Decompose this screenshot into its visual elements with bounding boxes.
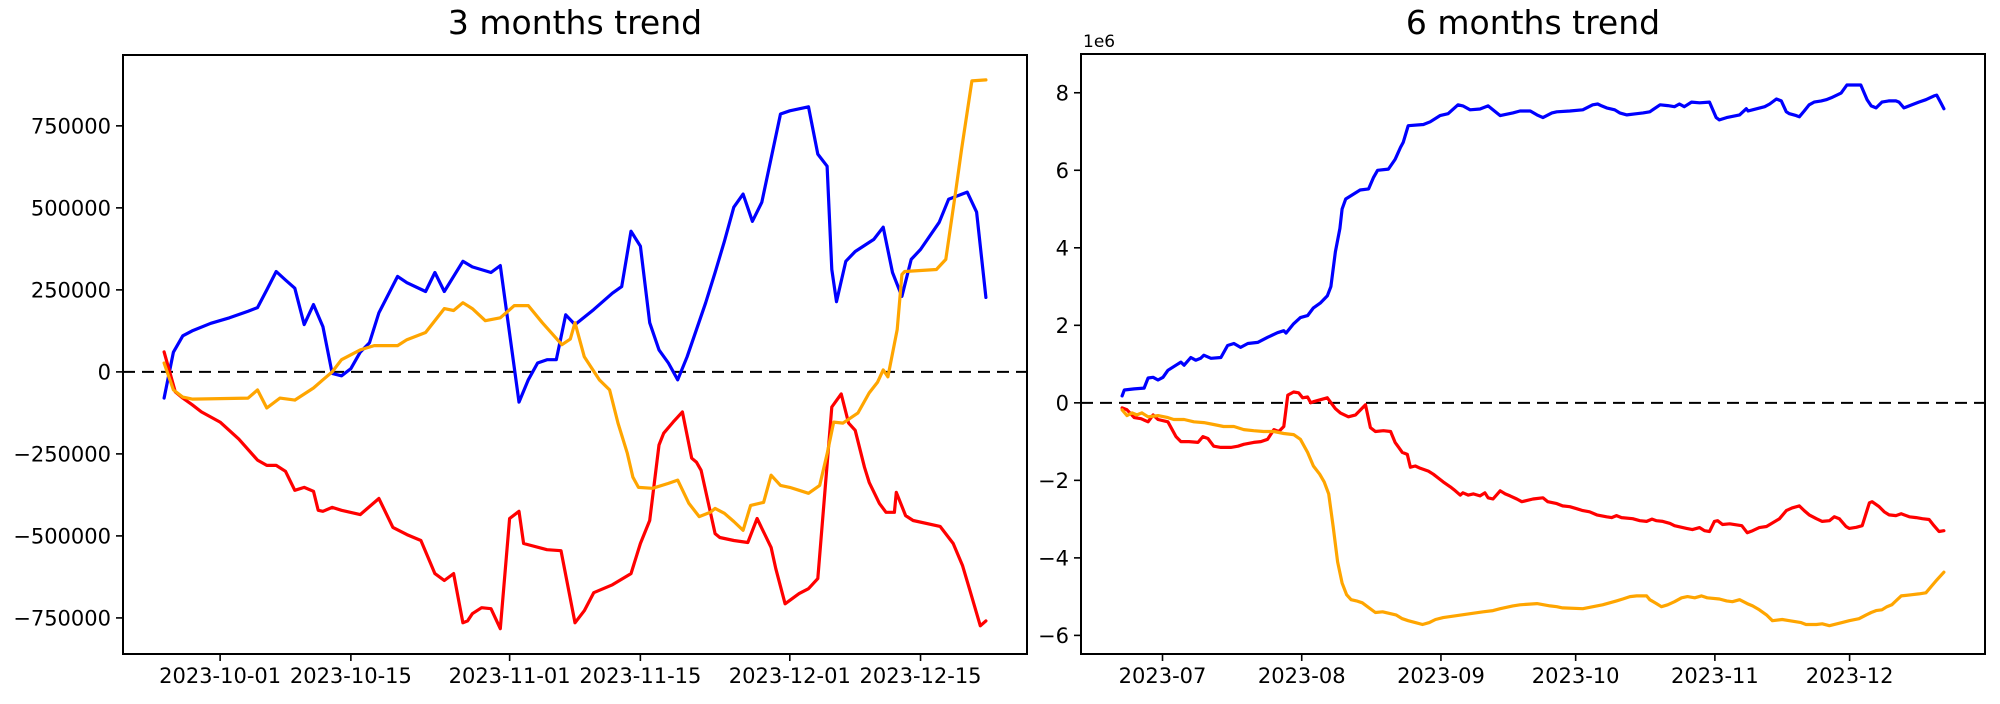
y-tick-label: 250000: [31, 278, 111, 302]
y-tick-label: −6: [1038, 624, 1069, 648]
x-tick-label: 2023-07: [1119, 664, 1207, 688]
x-tick-label: 2023-10: [1532, 664, 1620, 688]
x-tick-label: 2023-10-01: [159, 664, 281, 688]
y-tick-label: 2: [1056, 314, 1069, 338]
series-line-orange: [1120, 408, 1946, 628]
y-tick-label: −500000: [13, 524, 111, 548]
chart-title: 6 months trend: [1406, 3, 1660, 42]
y-tick-label: 750000: [31, 114, 111, 138]
y-tick-label: −4: [1038, 546, 1069, 570]
y-axis-offset-label: 1e6: [1083, 32, 1115, 52]
plot-border: [122, 54, 1028, 655]
y-tick-label: 0: [1056, 391, 1069, 415]
series-line-blue: [1120, 83, 1946, 398]
y-tick-label: 8: [1056, 81, 1069, 105]
y-tick-label: −250000: [13, 442, 111, 466]
x-tick-label: 2023-11-01: [449, 664, 571, 688]
series-line-orange: [162, 78, 988, 532]
x-tick-label: 2023-12-01: [729, 664, 851, 688]
series-line-red: [1120, 390, 1946, 535]
x-tick-label: 2023-10-15: [290, 664, 412, 688]
x-tick-label: 2023-11: [1671, 664, 1759, 688]
y-tick-label: −2: [1038, 469, 1069, 493]
y-tick-label: 6: [1056, 159, 1069, 183]
y-tick-label: 0: [98, 360, 111, 384]
chart-title: 3 months trend: [448, 3, 702, 42]
x-tick-label: 2023-12: [1806, 664, 1894, 688]
x-tick-label: 2023-12-15: [860, 664, 982, 688]
y-tick-label: 4: [1056, 236, 1069, 260]
plot-border: [1080, 53, 1986, 655]
y-tick-label: −750000: [13, 606, 111, 630]
series-line-red: [162, 350, 988, 631]
x-tick-label: 2023-08: [1258, 664, 1346, 688]
y-tick-label: 500000: [31, 196, 111, 220]
x-tick-label: 2023-11-15: [579, 664, 701, 688]
series-line-blue: [162, 105, 988, 404]
chart-3-months-trend: 3 months trend 2023-10-01 2023-10-15 2023-1…: [13, 3, 1028, 688]
x-tick-label: 2023-09: [1397, 664, 1485, 688]
